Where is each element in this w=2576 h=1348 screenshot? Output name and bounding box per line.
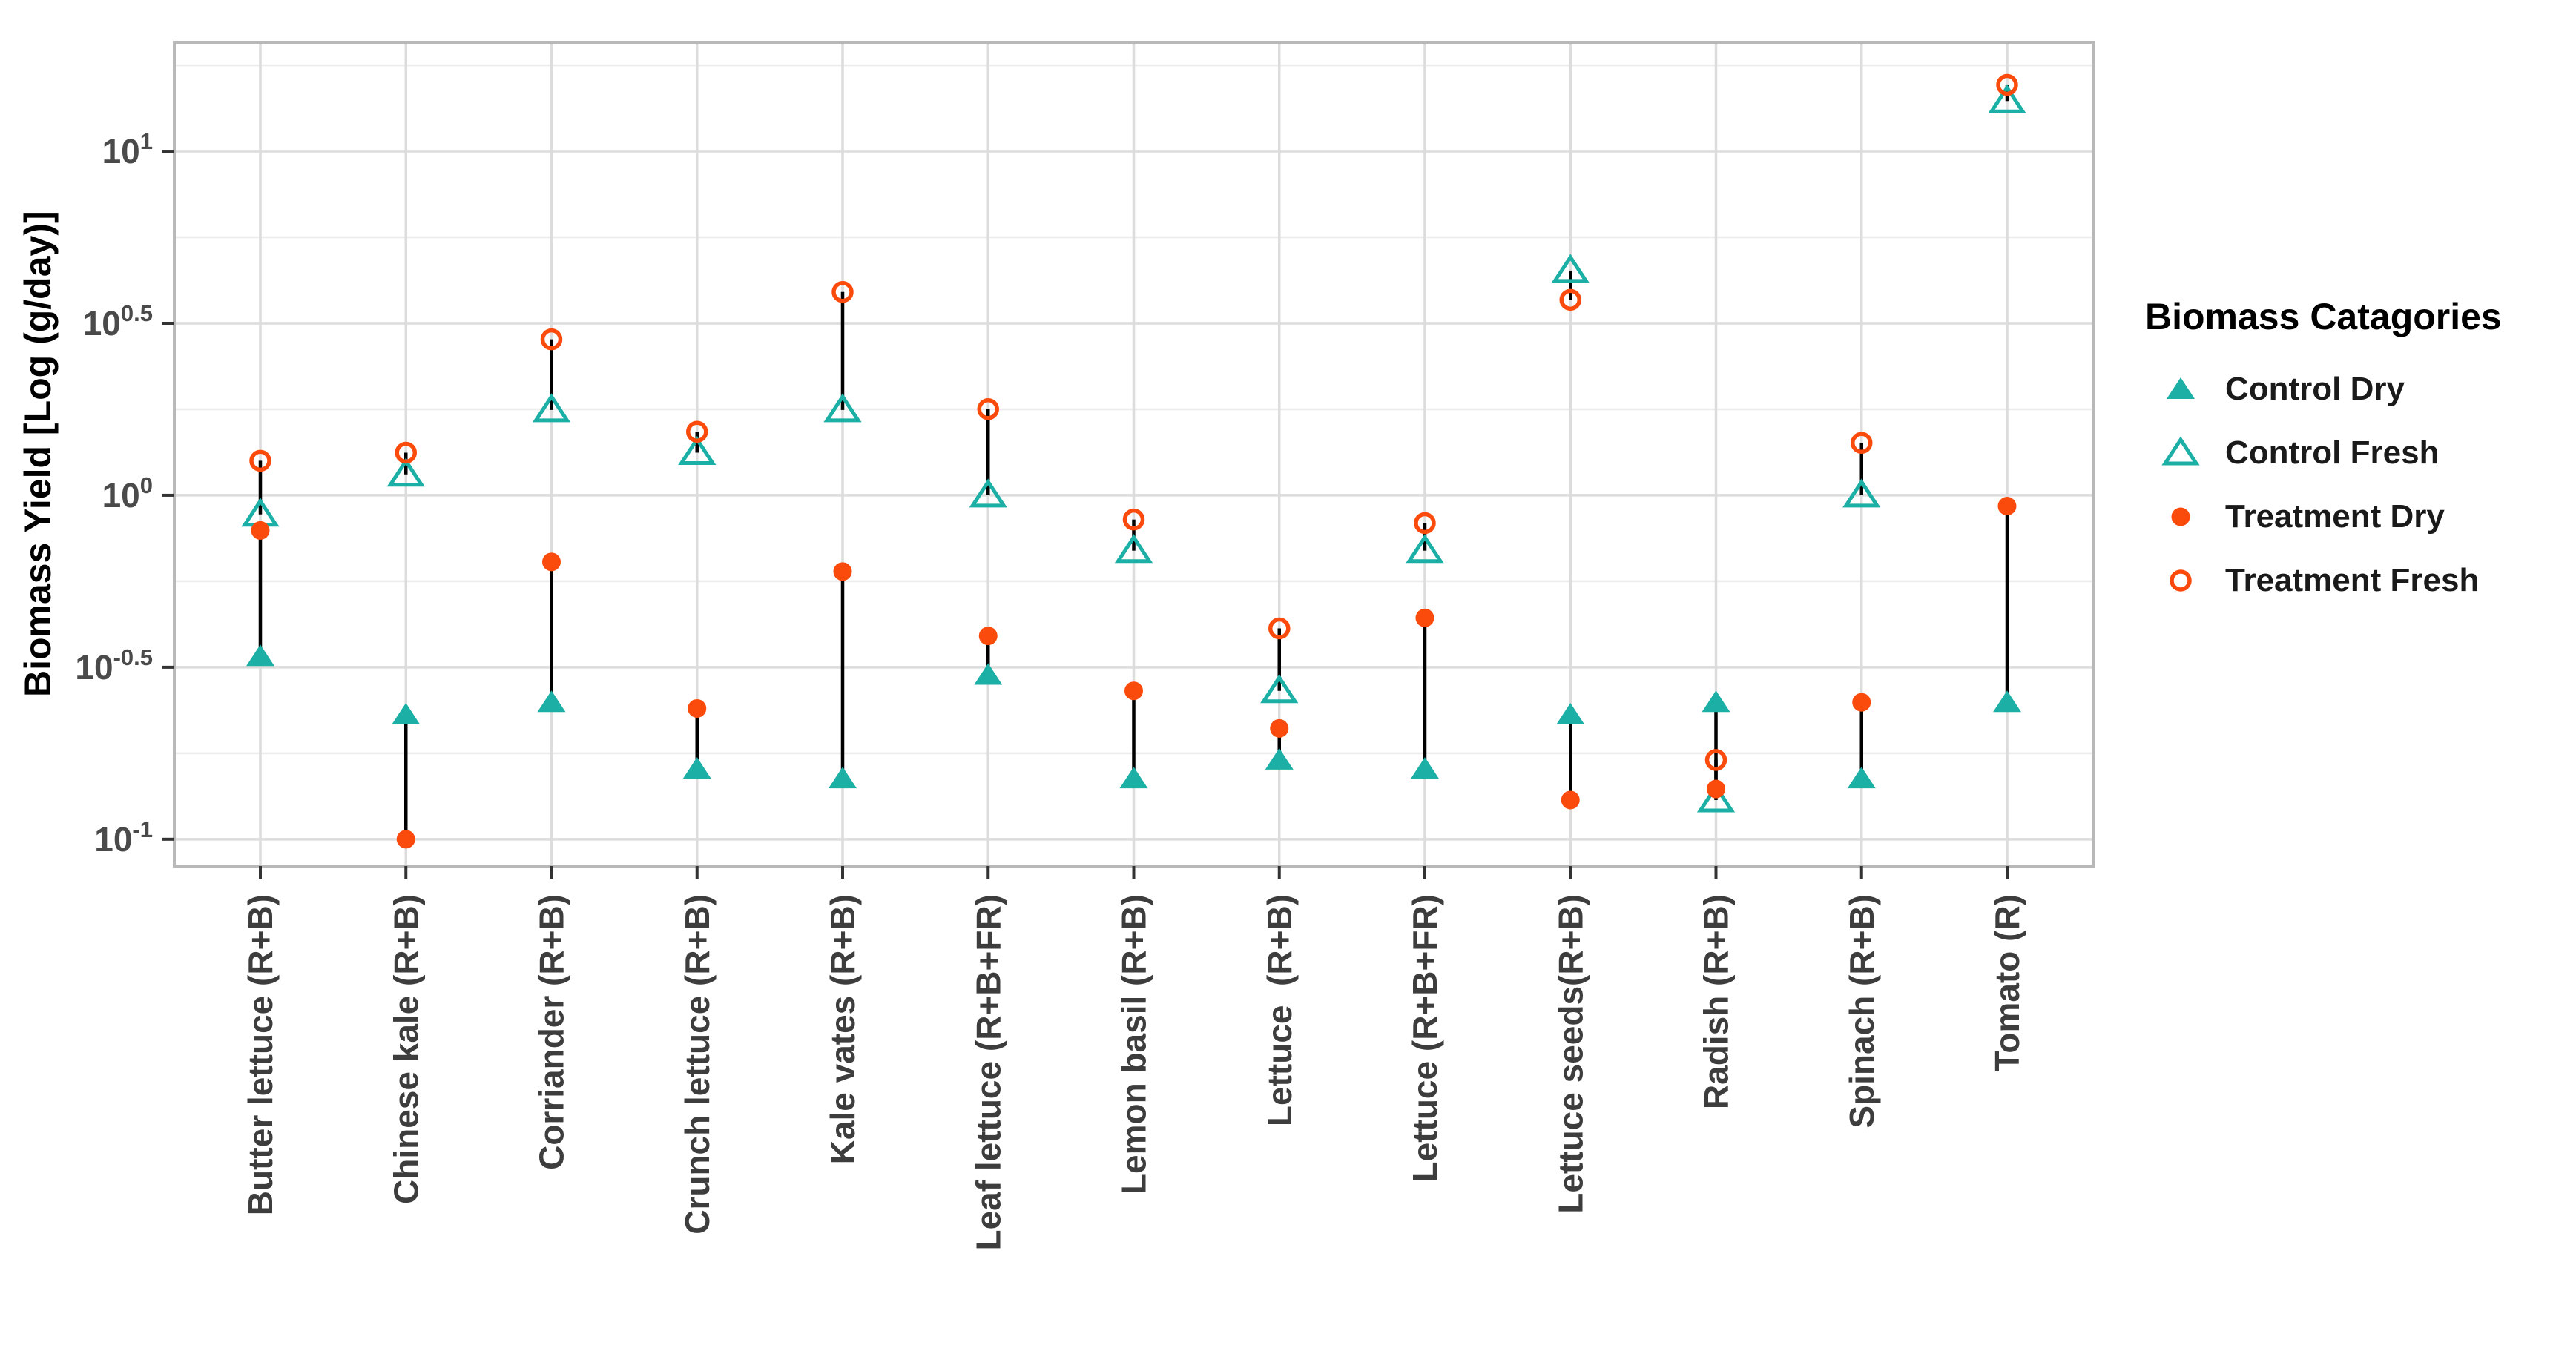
legend-item-control-fresh: Control Fresh (2145, 421, 2572, 485)
marker-triangle-filled (1847, 767, 1876, 789)
legend-item-treatment-dry: Treatment Dry (2145, 485, 2572, 549)
marker-circle-filled (251, 521, 270, 540)
marker-triangle-open (823, 393, 862, 423)
marker-circle-open (1414, 512, 1436, 535)
y-axis-title: Biomass Yield [Log (g/day)] (17, 211, 59, 698)
triangle-filled-icon (2167, 377, 2195, 399)
y-tick-label: 10-0.5 (75, 644, 153, 687)
triangle-open-icon (2161, 436, 2200, 466)
marker-circle-filled (1561, 790, 1580, 810)
x-category-label: Radish (R+B) (1697, 894, 1736, 1109)
y-tick-label: 101 (102, 128, 153, 171)
marker-circle-open (395, 441, 417, 464)
marker-triangle-filled (392, 703, 421, 725)
marker-triangle-open (1988, 84, 2026, 113)
marker-triangle-open (1842, 478, 1881, 508)
marker-circle-filled (1707, 779, 1725, 799)
marker-circle-open (540, 328, 563, 351)
circle-open-icon (2170, 569, 2192, 592)
marker-circle-filled (1852, 693, 1871, 712)
x-axis: Butter lettuce (R+B) Chinese kale (R+B) Co… (241, 866, 2026, 1251)
legend: Biomass Catagories Control Dry Control Fr… (2145, 295, 2572, 612)
marker-triangle-filled (829, 767, 857, 789)
legend-title: Biomass Catagories (2145, 296, 2502, 337)
marker-circle-open (1268, 617, 1291, 640)
marker-triangle-open (532, 393, 571, 423)
marker-triangle-open (969, 478, 1007, 508)
marker-triangle-filled (537, 690, 566, 713)
marker-triangle-filled (246, 644, 274, 667)
legend-item-label: Control Dry (2225, 371, 2405, 407)
x-category-label: Lemon basil (R+B) (1115, 894, 1153, 1195)
marker-triangle-filled (1265, 747, 1294, 770)
marker-triangle-filled (1119, 767, 1148, 789)
marker-triangle-open (1551, 254, 1590, 283)
marker-circle-open (1851, 432, 1873, 455)
marker-circle-filled (2171, 507, 2190, 526)
legend-item-treatment-fresh: Treatment Fresh (2145, 549, 2572, 612)
marker-circle-open (1996, 73, 2018, 96)
marker-triangle-filled (1411, 757, 1439, 779)
series-treatment-fresh (249, 73, 2018, 771)
x-category-label: Spinach (R+B) (1842, 894, 1881, 1129)
marker-triangle-filled (1556, 703, 1585, 725)
marker-triangle-open (2161, 436, 2200, 466)
marker-triangle-filled (974, 663, 1003, 685)
x-category-label: Butter lettuce (R+B) (241, 894, 280, 1215)
x-category-label: Tomato (R) (1988, 894, 2026, 1071)
marker-triangle-open (1406, 534, 1444, 564)
marker-circle-open (686, 420, 708, 443)
marker-triangle-filled (682, 757, 711, 779)
marker-circle-filled (688, 698, 707, 718)
series-treatment-dry (251, 497, 2017, 849)
marker-triangle-filled (1702, 690, 1730, 713)
x-category-label: Kale vates (R+B) (823, 894, 862, 1164)
series-control-fresh (241, 84, 2026, 813)
circle-filled-icon (2171, 507, 2190, 526)
y-axis: 101 100.5 100 10-0.5 10-1 (75, 128, 174, 859)
marker-circle-open (977, 398, 999, 420)
marker-triangle-open (1696, 783, 1736, 813)
series-control-dry (246, 644, 2021, 789)
x-category-label: Chinese kale (R+B) (386, 894, 425, 1204)
x-category-label: Lettuce seeds(R+B) (1551, 894, 1590, 1214)
marker-circle-filled (1124, 681, 1143, 701)
marker-circle-filled (1270, 718, 1289, 738)
marker-triangle-open (678, 435, 717, 465)
marker-circle-open (2170, 569, 2192, 592)
legend-item-control-dry: Control Dry (2145, 357, 2572, 421)
marker-triangle-open (1114, 534, 1153, 564)
marker-triangle-filled (2167, 377, 2195, 399)
marker-circle-open (831, 280, 854, 303)
y-tick-label: 100 (102, 472, 153, 515)
marker-triangle-open (386, 457, 425, 487)
y-tick-label: 100.5 (83, 300, 153, 343)
x-category-label: Leaf lettuce (R+B+FR) (969, 894, 1007, 1251)
x-category-label: Lettuce (R+B+FR) (1406, 894, 1444, 1182)
legend-item-label: Treatment Dry (2225, 498, 2445, 535)
x-category-label: Corriander (R+B) (533, 894, 571, 1170)
marker-circle-open (1122, 508, 1145, 531)
marker-circle-filled (978, 627, 998, 646)
marker-circle-filled (1997, 497, 2017, 516)
y-tick-label: 10-1 (94, 816, 153, 859)
marker-triangle-open (1260, 674, 1299, 704)
x-category-label: Lettuce (R+B) (1260, 894, 1299, 1126)
legend-item-label: Treatment Fresh (2225, 562, 2480, 598)
marker-circle-filled (1415, 608, 1434, 627)
marker-circle-filled (833, 562, 852, 581)
marker-circle-open (249, 449, 271, 472)
legend-item-label: Control Fresh (2225, 435, 2440, 471)
marker-circle-filled (542, 552, 561, 572)
marker-triangle-filled (1993, 690, 2021, 713)
legend-items: Control Dry Control Fresh Treatment Dry Tre… (2145, 357, 2572, 612)
marker-circle-open (1704, 749, 1727, 771)
marker-circle-open (1559, 288, 1581, 311)
marker-circle-filled (396, 830, 415, 849)
x-category-label: Crunch lettuce (R+B) (678, 894, 717, 1235)
